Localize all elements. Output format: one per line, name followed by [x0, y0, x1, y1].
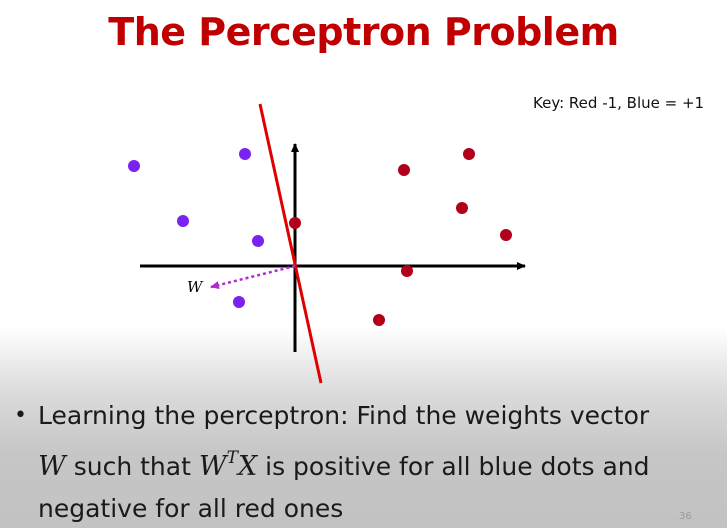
- red-dot: [398, 164, 410, 176]
- slide-title: The Perceptron Problem: [108, 10, 619, 54]
- red-dot: [456, 202, 468, 214]
- weight-vector-label: W: [187, 278, 204, 296]
- red-points: [289, 148, 512, 326]
- blue-dot: [239, 148, 251, 160]
- key-legend: Key: Red -1, Blue = +1: [533, 94, 705, 112]
- math-wtx: WTX: [198, 448, 258, 482]
- bullet-line-2: W such that WTX is positive for all blue…: [38, 448, 650, 482]
- bullet-item: Learning the perceptron: Find the weight…: [38, 395, 719, 530]
- red-dot: [401, 265, 413, 277]
- red-dot: [289, 217, 301, 229]
- blue-dot: [252, 235, 264, 247]
- blue-dot: [177, 215, 189, 227]
- bullet-line-3: negative for all red ones: [38, 494, 344, 523]
- blue-dot: [233, 296, 245, 308]
- red-dot: [373, 314, 385, 326]
- bullet-line-1: Learning the perceptron: Find the weight…: [38, 401, 650, 430]
- slide-number: 36: [679, 511, 692, 522]
- weight-vector-arrow: [210, 264, 296, 289]
- bullet-list: • Learning the perceptron: Find the weig…: [14, 395, 719, 530]
- separating-line: [258, 103, 323, 384]
- red-dot: [500, 229, 512, 241]
- blue-dot: [128, 160, 140, 172]
- math-w: W: [38, 451, 66, 482]
- bullet-marker: •: [14, 403, 27, 428]
- red-dot: [463, 148, 475, 160]
- blue-points: [128, 148, 264, 308]
